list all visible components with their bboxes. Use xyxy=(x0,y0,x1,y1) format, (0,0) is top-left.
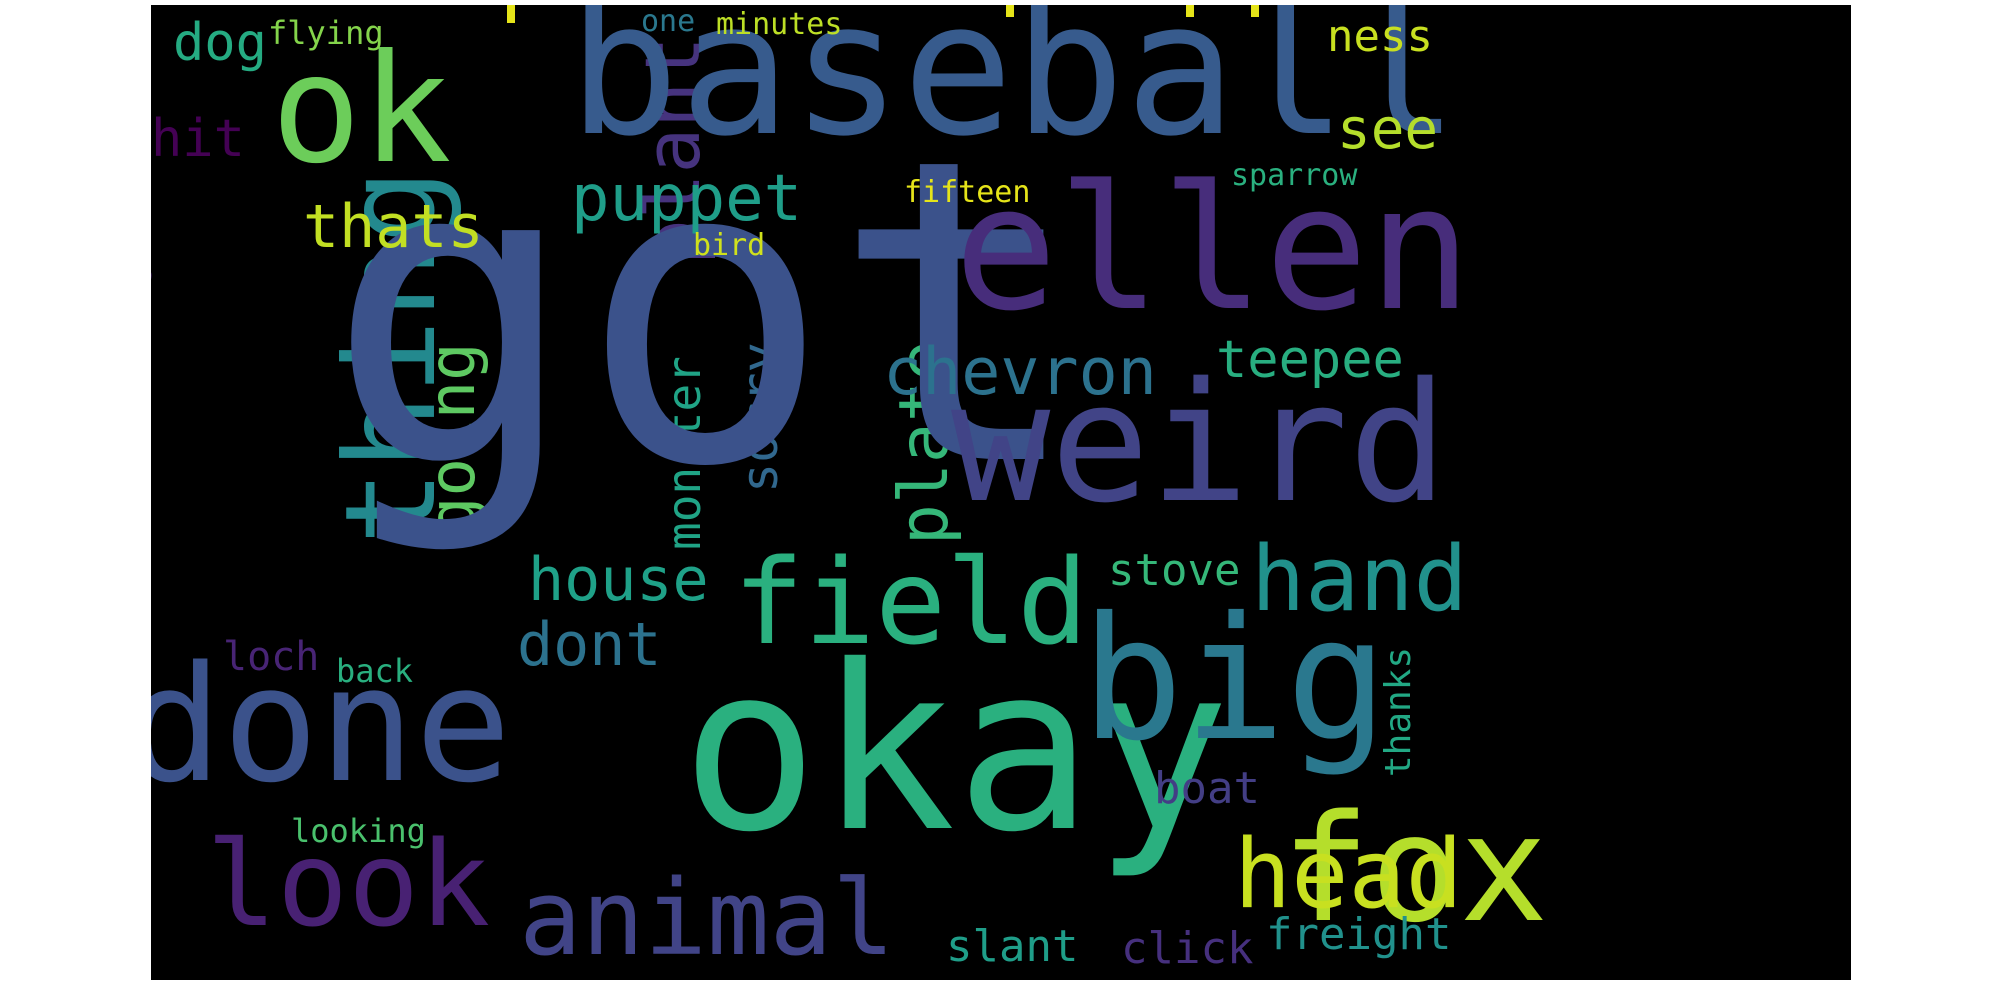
word-hand: hand xyxy=(1251,527,1468,632)
word-loch: loch xyxy=(223,634,320,680)
word-see: see xyxy=(1337,97,1439,162)
clipped-word-fragment xyxy=(1006,5,1014,17)
word-ok: ok xyxy=(271,23,452,197)
word-one: one xyxy=(641,5,696,39)
word-bird: bird xyxy=(693,228,766,263)
word-puppet: puppet xyxy=(571,162,803,236)
word-teepee: teepee xyxy=(1216,330,1404,390)
word-head: head xyxy=(1234,820,1463,930)
word-thats: thats xyxy=(303,192,484,262)
word-done: done xyxy=(151,631,512,818)
word-chevron: chevron xyxy=(883,335,1157,410)
word-cloud: thing going plant monster sorry plate th… xyxy=(151,5,1851,980)
word-fox: fox xyxy=(1281,783,1549,955)
word-ness: ness xyxy=(1327,11,1433,62)
word-ellen: ellen xyxy=(954,148,1472,349)
word-dog: dog xyxy=(173,13,267,73)
word-back: back xyxy=(336,652,414,690)
word-got: got xyxy=(326,70,1085,559)
word-boat: boat xyxy=(1154,763,1260,814)
word-slant: slant xyxy=(946,921,1079,972)
word-animal: animal xyxy=(519,857,895,979)
word-flying: flying xyxy=(268,14,384,52)
word-baseball: baseball xyxy=(568,5,1460,177)
clipped-word-fragment xyxy=(1251,5,1259,17)
clipped-word-fragment xyxy=(1186,5,1194,17)
word-sparrow: sparrow xyxy=(1231,158,1358,193)
word-big: big xyxy=(1081,581,1389,779)
word-fifteen: fifteen xyxy=(904,175,1031,210)
word-looking: looking xyxy=(291,812,426,850)
word-minutes: minutes xyxy=(716,7,843,42)
word-house: house xyxy=(528,545,709,615)
word-dont: dont xyxy=(517,610,662,680)
clipped-word-fragment xyxy=(507,5,515,23)
word-stove: stove xyxy=(1108,545,1241,596)
word-look: look xyxy=(206,815,491,953)
word-weird: weird xyxy=(951,347,1448,539)
word-click: click xyxy=(1121,923,1254,974)
word-field: field xyxy=(733,533,1089,671)
word-freight: freight xyxy=(1266,909,1452,960)
word-hit: hit xyxy=(151,109,245,169)
word-okay: okay xyxy=(681,616,1231,882)
